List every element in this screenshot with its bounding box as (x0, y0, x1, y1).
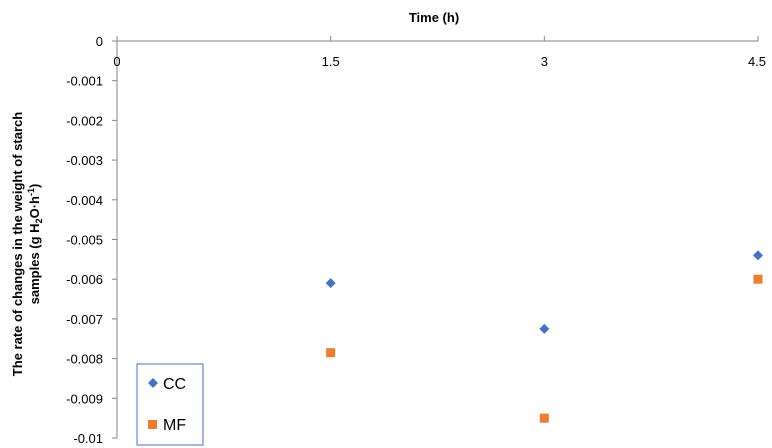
y-tick-label: -0.008 (66, 352, 103, 367)
legend-cc-label: CC (163, 376, 186, 393)
y-tick-label: -0.005 (66, 233, 103, 248)
cc-data-point (539, 323, 550, 334)
legend-cc-marker-icon (148, 378, 158, 388)
y-tick-label: -0.01 (73, 431, 103, 446)
y-axis-title-line2: samples (g H2O·h-1) (26, 184, 44, 305)
y-tick-label: -0.007 (66, 312, 103, 327)
cc-data-point (325, 278, 336, 289)
cc-data-point (753, 250, 763, 261)
y-tick-label: -0.009 (66, 391, 103, 406)
mf-data-point (326, 348, 336, 358)
x-axis-title: Time (h) (409, 10, 459, 25)
y-tick-label: -0.004 (66, 193, 103, 208)
x-tick-label: 1.5 (322, 54, 340, 69)
mf-data-point (753, 274, 763, 284)
y-tick-label: -0.001 (66, 74, 103, 89)
y-axis-title-line1: The rate of changes in the weight of sta… (10, 112, 25, 376)
x-tick-label: 0 (113, 54, 120, 69)
legend-mf-label: MF (163, 417, 186, 434)
y-axis-ticks: 0 -0.001 -0.002 -0.003 -0.004 -0.005 -0.006 -0.… (66, 34, 117, 446)
legend-mf-marker-icon (148, 420, 157, 429)
x-axis-ticks: 0 1.5 3 4.5 (113, 36, 766, 69)
y-axis-title: The rate of changes in the weight of sta… (10, 112, 44, 376)
data-points (325, 250, 763, 423)
x-tick-label: 3 (541, 54, 548, 69)
y-tick-label: -0.003 (66, 153, 103, 168)
mf-data-point (539, 413, 549, 423)
y-tick-label: -0.006 (66, 272, 103, 287)
legend-box (136, 363, 204, 446)
y-tick-label: -0.002 (66, 113, 103, 128)
legend: CC MF (136, 363, 204, 446)
y-tick-label: 0 (96, 34, 103, 49)
x-tick-label: 4.5 (748, 54, 766, 69)
